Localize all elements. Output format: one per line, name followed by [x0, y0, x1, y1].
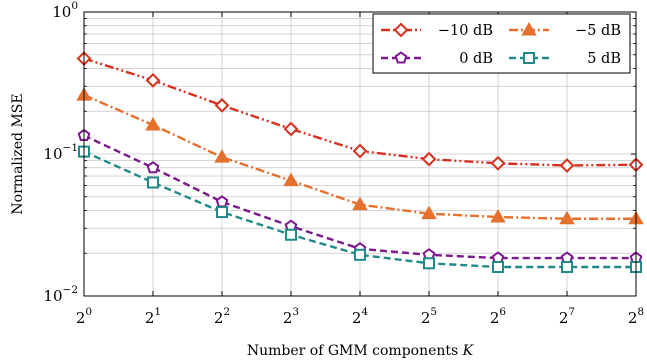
x-tick-base: 2	[352, 309, 362, 327]
x-tick-label: 27	[559, 306, 575, 327]
legend: −10 dB −5 dB 0 dB 5 dB	[372, 13, 631, 74]
legend-label: −10 dB	[438, 23, 493, 39]
x-axis-label-var: K	[462, 343, 475, 359]
square-marker	[423, 257, 435, 270]
x-tick-base: 2	[214, 309, 224, 327]
x-tick-label: 28	[628, 306, 644, 327]
x-tick-label: 22	[214, 306, 230, 327]
pentagon-marker	[394, 51, 408, 64]
x-tick-label: 23	[283, 306, 299, 327]
x-tick-exp: 5	[430, 306, 437, 318]
triangle-marker	[145, 116, 161, 131]
triangle-marker	[559, 210, 575, 225]
x-tick-label: 21	[145, 306, 161, 327]
square-marker	[523, 52, 535, 64]
x-axis-label: Number of GMM components K	[247, 343, 475, 359]
x-tick-base: 2	[145, 309, 155, 327]
square-marker	[147, 176, 159, 189]
x-tick-exp: 1	[154, 306, 161, 318]
x-axis-label-text: Number of GMM components	[247, 343, 463, 359]
x-tick-base: 2	[76, 309, 86, 327]
diamond-marker	[214, 97, 230, 113]
x-tick-label: 25	[421, 306, 437, 327]
x-tick-base: 2	[421, 309, 431, 327]
x-tick-base: 2	[628, 309, 638, 327]
legend-item: 0 dB	[381, 51, 493, 67]
x-tick-exp: 2	[223, 306, 230, 318]
y-tick-label: 10−1	[43, 142, 78, 163]
triangle-marker	[521, 21, 537, 36]
series-1	[76, 87, 644, 225]
x-tick-label: 24	[352, 306, 369, 327]
triangle-marker	[490, 208, 506, 223]
series-group	[76, 51, 644, 274]
y-tick-label: 10−2	[43, 284, 78, 305]
x-tick-exp: 7	[568, 306, 575, 318]
triangle-marker	[283, 172, 299, 187]
y-tick-exp: −1	[63, 142, 78, 154]
pentagon-marker	[215, 195, 229, 208]
y-tick-base: 10	[43, 145, 62, 163]
square-marker	[492, 261, 504, 274]
diamond-marker	[559, 158, 575, 173]
x-tick-base: 2	[490, 309, 500, 327]
y-tick-exp: −2	[63, 284, 78, 296]
legend-label: −5 dB	[575, 23, 621, 39]
x-tick-exp: 0	[85, 306, 92, 318]
legend-item: −5 dB	[509, 21, 621, 39]
triangle-marker	[421, 205, 437, 220]
square-marker	[354, 248, 366, 261]
plot-frame	[83, 11, 637, 297]
y-tick-base: 10	[52, 3, 71, 21]
y-tick-label: 100	[52, 0, 78, 21]
x-tick-label: 20	[76, 306, 92, 327]
x-tick-exp: 3	[292, 306, 299, 318]
square-marker	[561, 261, 573, 274]
x-tick-label: 26	[490, 306, 507, 327]
diamond-marker	[421, 151, 437, 167]
square-marker	[216, 206, 228, 219]
series-0	[76, 51, 644, 173]
legend-item: −10 dB	[381, 22, 493, 39]
diamond-marker	[393, 22, 409, 38]
pentagon-marker	[146, 161, 160, 174]
legend-label: 0 dB	[459, 51, 493, 67]
diamond-marker	[490, 155, 506, 171]
y-tick-base: 10	[43, 287, 62, 305]
diamond-marker	[352, 143, 368, 159]
y-axis-label: Normalized MSE	[10, 93, 26, 214]
x-tick-base: 2	[559, 309, 569, 327]
diamond-marker	[283, 121, 299, 137]
y-tick-exp: 0	[71, 0, 78, 12]
legend-box	[372, 13, 631, 74]
square-marker	[285, 228, 297, 241]
series-line	[83, 150, 636, 269]
x-tick-exp: 8	[637, 306, 644, 318]
x-tick-exp: 6	[499, 306, 506, 318]
triangle-marker	[214, 149, 230, 163]
legend-label: 5 dB	[587, 51, 621, 67]
legend-item: 5 dB	[509, 51, 621, 67]
x-tick-base: 2	[283, 309, 293, 327]
x-tick-exp: 4	[361, 306, 368, 318]
triangle-marker	[352, 196, 368, 211]
diamond-marker	[145, 72, 161, 88]
